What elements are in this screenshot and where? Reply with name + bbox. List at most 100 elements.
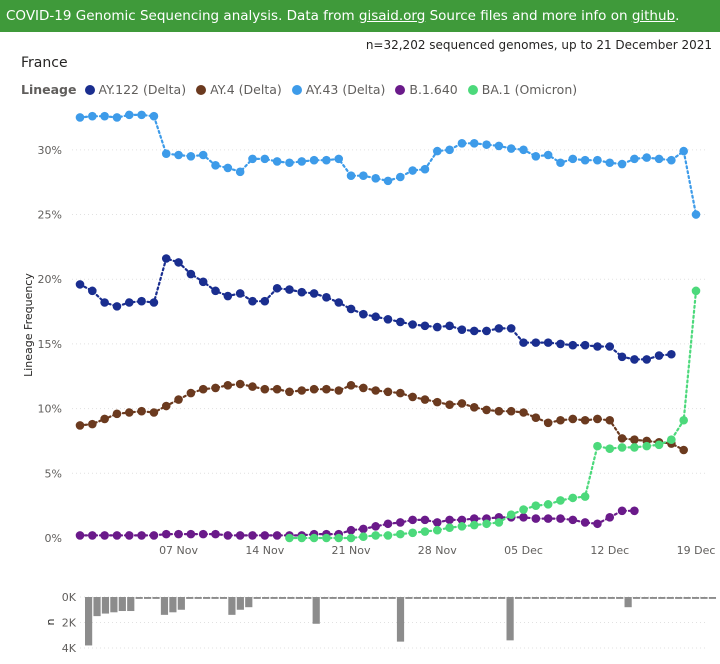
count-bar bbox=[700, 597, 708, 599]
data-point bbox=[297, 533, 307, 543]
data-point bbox=[88, 111, 97, 121]
count-bar bbox=[346, 597, 354, 599]
count-bar bbox=[380, 597, 388, 599]
count-bar bbox=[455, 597, 464, 599]
data-point bbox=[457, 399, 467, 408]
bar-y-tick-label: 2K bbox=[62, 617, 77, 630]
data-point bbox=[506, 144, 516, 153]
data-point bbox=[346, 525, 356, 535]
x-tick-label: 05 Dec bbox=[504, 544, 543, 557]
series-0 bbox=[75, 254, 676, 364]
data-point bbox=[445, 515, 454, 525]
data-point bbox=[445, 145, 454, 155]
data-point bbox=[617, 352, 627, 362]
data-point bbox=[654, 154, 664, 164]
data-point bbox=[519, 145, 528, 155]
data-point bbox=[198, 384, 208, 394]
data-point bbox=[494, 406, 504, 416]
count-bar bbox=[472, 597, 480, 599]
data-point bbox=[334, 298, 344, 307]
count-bar bbox=[144, 597, 152, 599]
legend-label: AY.122 (Delta) bbox=[98, 82, 187, 97]
data-point bbox=[679, 445, 688, 455]
count-bar bbox=[607, 597, 615, 599]
data-point bbox=[260, 531, 270, 540]
data-point bbox=[420, 395, 430, 404]
data-point bbox=[642, 355, 652, 364]
series-line bbox=[78, 113, 698, 216]
data-point bbox=[211, 161, 220, 170]
data-point bbox=[667, 155, 676, 165]
count-bar bbox=[641, 597, 649, 599]
data-point bbox=[235, 531, 245, 540]
count-bar bbox=[658, 597, 666, 599]
count-bar bbox=[219, 597, 228, 599]
count-bar bbox=[203, 597, 211, 599]
data-point bbox=[494, 518, 504, 527]
legend-item-ay122[interactable]: AY.122 (Delta) bbox=[84, 82, 187, 97]
legend-item-ba1[interactable]: BA.1 (Omicron) bbox=[467, 82, 577, 97]
y-tick-label: 0% bbox=[45, 532, 62, 545]
data-point bbox=[309, 384, 319, 394]
data-point bbox=[396, 529, 405, 539]
count-bar bbox=[489, 597, 497, 599]
data-point bbox=[359, 383, 368, 393]
data-point bbox=[568, 515, 578, 525]
data-point bbox=[593, 414, 602, 424]
count-bar bbox=[590, 597, 598, 599]
data-point bbox=[260, 154, 270, 164]
count-bar bbox=[464, 597, 472, 599]
data-point bbox=[445, 523, 454, 532]
data-point bbox=[568, 414, 578, 424]
data-point bbox=[285, 285, 294, 294]
data-point bbox=[137, 296, 146, 306]
series-1 bbox=[75, 379, 688, 455]
legend-item-b1640[interactable]: B.1.640 bbox=[395, 82, 458, 97]
legend-dot-icon bbox=[395, 84, 406, 95]
count-bar bbox=[228, 597, 236, 615]
y-tick-label: 20% bbox=[38, 273, 62, 286]
data-point bbox=[359, 524, 368, 534]
data-point bbox=[445, 321, 454, 331]
count-bar bbox=[110, 597, 118, 613]
data-point bbox=[334, 533, 344, 543]
data-point bbox=[346, 304, 356, 314]
data-point bbox=[223, 163, 233, 173]
count-bar bbox=[194, 597, 202, 599]
data-point bbox=[531, 338, 541, 347]
data-point bbox=[469, 520, 479, 530]
legend-item-ay43[interactable]: AY.43 (Delta) bbox=[291, 82, 386, 97]
data-point bbox=[556, 158, 565, 168]
data-point bbox=[161, 529, 171, 539]
data-point bbox=[223, 381, 233, 390]
data-point bbox=[691, 210, 701, 219]
github-link[interactable]: github bbox=[631, 8, 676, 24]
legend-item-ay4[interactable]: AY.4 (Delta) bbox=[196, 82, 282, 97]
count-bar bbox=[169, 597, 177, 613]
data-point bbox=[346, 171, 356, 180]
legend-label: AY.43 (Delta) bbox=[305, 82, 386, 97]
data-point bbox=[482, 326, 491, 336]
count-bar bbox=[186, 597, 194, 599]
data-point bbox=[691, 286, 701, 296]
count-bar bbox=[321, 597, 329, 599]
data-point bbox=[112, 113, 122, 122]
data-point bbox=[371, 522, 380, 531]
data-point bbox=[211, 286, 220, 296]
data-point bbox=[149, 531, 159, 540]
data-point bbox=[223, 531, 233, 540]
gisaid-link[interactable]: gisaid.org bbox=[358, 8, 426, 24]
data-point bbox=[186, 269, 196, 279]
count-bar bbox=[118, 597, 126, 612]
banner-text-middle: Source files and more info on bbox=[425, 8, 632, 24]
count-bar bbox=[278, 597, 287, 599]
data-point bbox=[654, 351, 664, 360]
data-point bbox=[223, 291, 233, 301]
data-point bbox=[568, 154, 578, 164]
data-point bbox=[408, 515, 417, 525]
count-bar bbox=[287, 597, 295, 599]
count-bar bbox=[236, 597, 244, 610]
data-point bbox=[469, 326, 479, 336]
data-point bbox=[568, 493, 578, 503]
data-point bbox=[420, 527, 430, 536]
